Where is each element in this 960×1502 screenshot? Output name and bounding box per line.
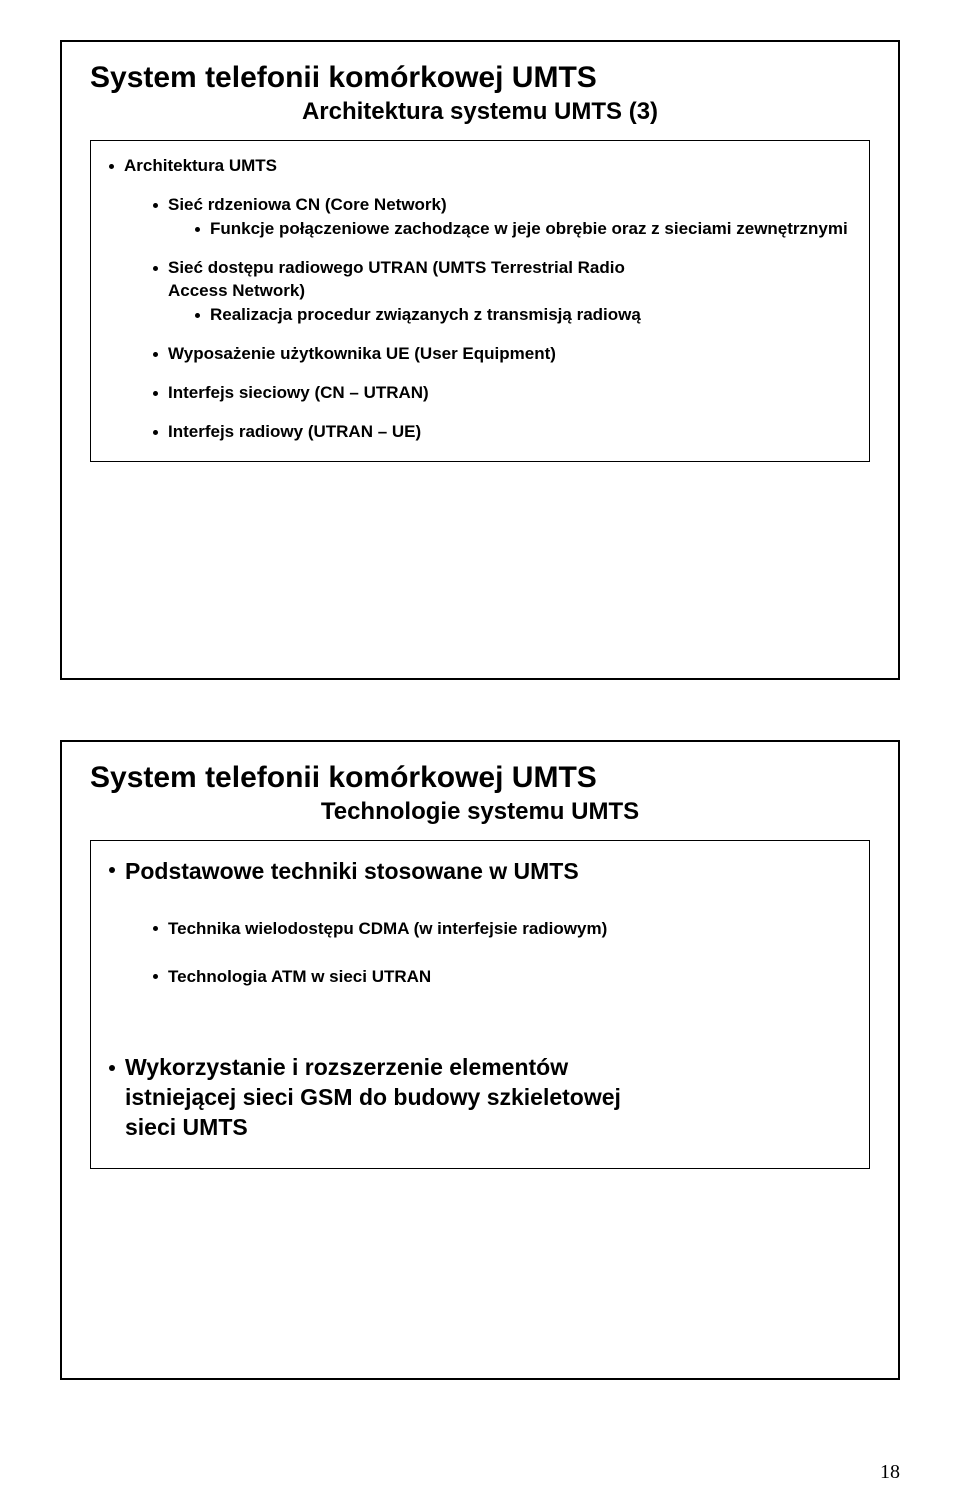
bullet-icon [153, 266, 158, 271]
bullet-icon [153, 391, 158, 396]
slide-title: System telefonii komórkowej UMTS [90, 60, 870, 96]
item-b-sub: Realizacja procedur związanych z transmi… [210, 304, 641, 327]
item-b-line1: Sieć dostępu radiowego UTRAN (UMTS Terre… [168, 258, 625, 277]
item-1: Podstawowe techniki stosowane w UMTS Tec… [109, 855, 851, 989]
bullet-icon [153, 430, 158, 435]
item-e: Interfejs radiowy (UTRAN – UE) [109, 421, 851, 444]
item-a-sub: Funkcje połączeniowe zachodzące w jeje o… [210, 218, 848, 241]
item-d-label: Interfejs sieciowy (CN – UTRAN) [168, 382, 429, 405]
slide-subtitle: Technologie systemu UMTS [90, 798, 870, 826]
bullet-icon [153, 926, 158, 931]
slide-2: System telefonii komórkowej UMTS Technol… [60, 740, 900, 1380]
item-b-line2: Access Network) [168, 281, 305, 300]
item-2-text: Wykorzystanie i rozszerzenie elementów i… [125, 1053, 621, 1143]
item-1-sub-a-text: Technika wielodostępu CDMA (w interfejsi… [168, 917, 607, 941]
bullet-icon [109, 1065, 115, 1071]
item-a: Sieć rdzeniowa CN (Core Network) Funkcje… [109, 194, 851, 241]
page-number: 18 [880, 1461, 900, 1484]
slide-1: System telefonii komórkowej UMTS Archite… [60, 40, 900, 680]
item-c-label: Wyposażenie użytkownika UE (User Equipme… [168, 343, 556, 366]
item-b-label: Sieć dostępu radiowego UTRAN (UMTS Terre… [168, 257, 625, 303]
item-d: Interfejs sieciowy (CN – UTRAN) [109, 382, 851, 405]
item-2-line3: sieci UMTS [125, 1114, 248, 1140]
heading-row: Architektura UMTS [109, 155, 851, 178]
item-c: Wyposażenie użytkownika UE (User Equipme… [109, 343, 851, 366]
item-1-sub-b-text: Technologia ATM w sieci UTRAN [168, 965, 431, 989]
heading-text: Architektura UMTS [124, 155, 277, 178]
bullet-icon [109, 164, 114, 169]
bullet-icon [195, 313, 200, 318]
bullet-icon [153, 974, 158, 979]
item-2-line2: istniejącej sieci GSM do budowy szkielet… [125, 1084, 621, 1110]
item-1-sub-b: Technologia ATM w sieci UTRAN [153, 965, 851, 989]
content-box: Architektura UMTS Sieć rdzeniowa CN (Cor… [90, 140, 870, 462]
item-2-line1: Wykorzystanie i rozszerzenie elementów [125, 1054, 568, 1080]
item-a-label: Sieć rdzeniowa CN (Core Network) [168, 194, 447, 217]
bullet-icon [153, 352, 158, 357]
slide-subtitle: Architektura systemu UMTS (3) [90, 98, 870, 126]
content-box: Podstawowe techniki stosowane w UMTS Tec… [90, 840, 870, 1169]
bullet-icon [109, 867, 115, 873]
slide-title: System telefonii komórkowej UMTS [90, 760, 870, 796]
item-b: Sieć dostępu radiowego UTRAN (UMTS Terre… [109, 257, 851, 327]
item-1-sub-a: Technika wielodostępu CDMA (w interfejsi… [153, 917, 851, 941]
bullet-icon [195, 227, 200, 232]
bullet-icon [153, 203, 158, 208]
item-2: Wykorzystanie i rozszerzenie elementów i… [109, 1053, 851, 1143]
item-e-label: Interfejs radiowy (UTRAN – UE) [168, 421, 421, 444]
item-1-label: Podstawowe techniki stosowane w UMTS [125, 855, 579, 887]
